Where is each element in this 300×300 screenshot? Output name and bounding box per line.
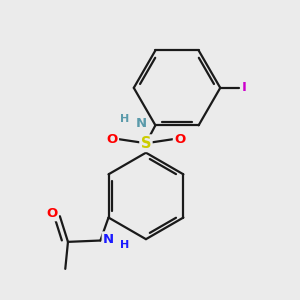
Text: S: S: [141, 136, 151, 151]
Text: H: H: [120, 114, 130, 124]
Text: N: N: [136, 117, 147, 130]
Text: H: H: [120, 240, 129, 250]
Text: O: O: [106, 133, 118, 146]
Text: O: O: [174, 133, 185, 146]
Text: I: I: [242, 81, 247, 94]
Text: N: N: [103, 233, 114, 246]
Text: O: O: [46, 207, 57, 220]
